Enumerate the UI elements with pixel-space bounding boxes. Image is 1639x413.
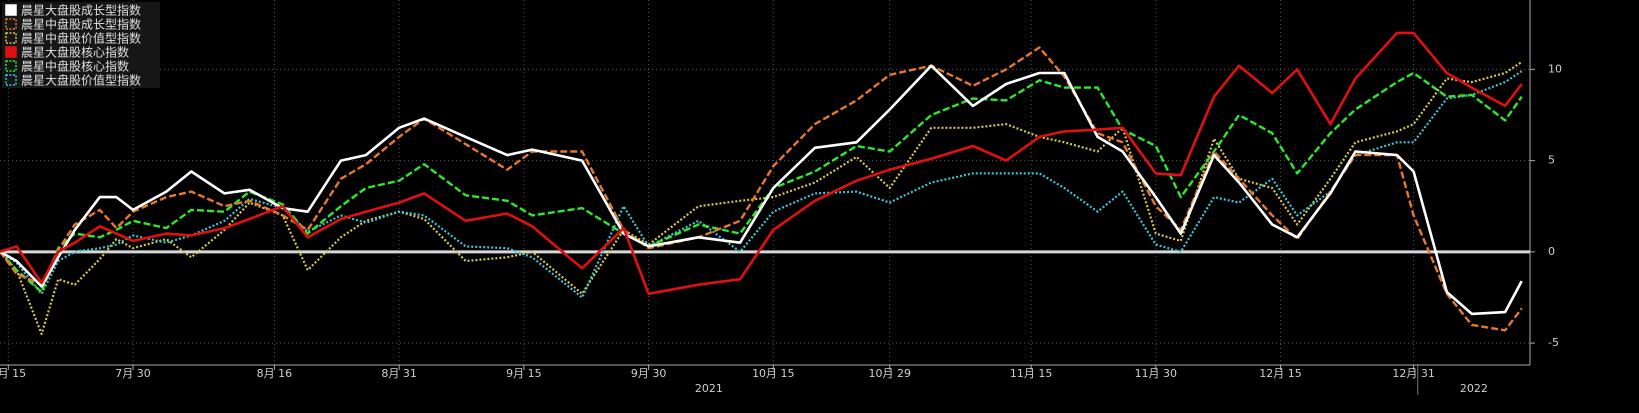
legend-swatch [5, 74, 17, 86]
y-tick-label: -5 [1548, 336, 1559, 349]
x-tick-label: 7月 15 [0, 367, 26, 380]
series-line [0, 61, 1523, 336]
year-label: 2022 [1460, 382, 1488, 395]
x-tick-label: 9月 30 [631, 367, 667, 380]
legend-label: 晨星大盘股价值型指数 [21, 73, 141, 88]
y-tick-label: 10 [1548, 62, 1562, 75]
series-line [0, 71, 1523, 294]
x-tick-label: 10月 29 [868, 367, 911, 380]
y-tick-label: 5 [1548, 154, 1555, 167]
x-tick-label: 11月 15 [1010, 367, 1053, 380]
legend-swatch [5, 60, 17, 72]
x-tick-label: 10月 15 [752, 367, 795, 380]
legend-label: 晨星中盘股成长型指数 [21, 17, 141, 32]
legend-label: 晨星大盘股核心指数 [21, 45, 129, 60]
legend-label: 晨星大盘股成长型指数 [21, 3, 141, 18]
series-line [0, 70, 1523, 299]
legend-swatch [5, 18, 17, 30]
legend: 晨星大盘股成长型指数晨星中盘股成长型指数晨星中盘股价值型指数晨星大盘股核心指数晨… [2, 2, 160, 88]
year-label: 2021 [695, 382, 723, 395]
legend-label: 晨星中盘股价值型指数 [21, 31, 141, 46]
legend-box [2, 2, 160, 88]
legend-label: 晨星中盘股核心指数 [21, 59, 129, 74]
series-line [0, 31, 1523, 296]
x-tick-label: 12月 15 [1259, 367, 1302, 380]
x-tick-label: 12月 31 [1392, 367, 1435, 380]
legend-swatch [5, 32, 17, 44]
legend-swatch [5, 46, 17, 58]
series-line [0, 46, 1523, 332]
x-tick-label: 7月 30 [115, 367, 151, 380]
y-tick-label: 0 [1548, 245, 1555, 258]
x-tick-label: 8月 31 [381, 367, 417, 380]
legend-swatch [5, 4, 17, 16]
x-tick-label: 9月 15 [506, 367, 542, 380]
series-line [0, 64, 1523, 316]
x-tick-label: 11月 30 [1135, 367, 1178, 380]
x-tick-label: 8月 16 [257, 367, 293, 380]
